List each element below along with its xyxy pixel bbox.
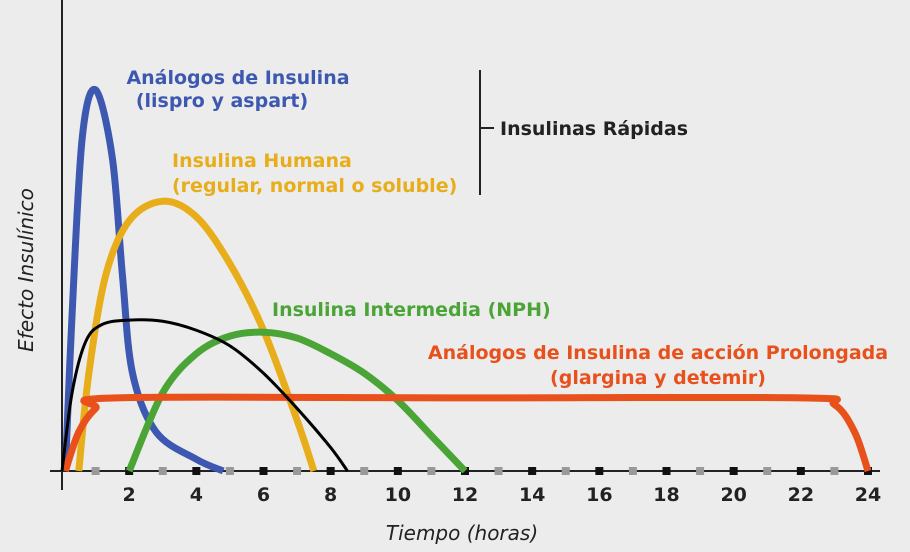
x-tick-label: 6: [257, 484, 270, 506]
bracket-label: Insulinas Rápidas: [500, 118, 688, 140]
x-tick-mark: [696, 467, 705, 475]
x-tick-mark: [192, 467, 201, 475]
x-tick-label: 14: [519, 484, 545, 506]
series-line-0: [61, 85, 225, 475]
x-tick-label: 2: [123, 484, 136, 506]
series-label-nph: Insulina Intermedia (NPH): [272, 299, 551, 321]
series-label-long: Análogos de Insulina de acción Prolongad…: [428, 342, 888, 364]
series-line-1: [75, 197, 318, 473]
x-tick-label: 8: [324, 484, 337, 506]
x-tick-label: 24: [855, 484, 881, 506]
x-tick-mark: [628, 467, 637, 475]
x-tick-mark: [259, 467, 268, 475]
x-tick-mark: [796, 467, 805, 475]
x-tick-mark: [293, 467, 302, 475]
x-tick-mark: [125, 467, 134, 475]
x-tick-label: 12: [452, 484, 478, 506]
series-label-rapid-analogs: Análogos de Insulina: [126, 67, 349, 89]
x-tick-mark: [494, 467, 503, 475]
x-tick-mark: [326, 467, 335, 475]
x-tick-label: 4: [190, 484, 203, 506]
x-tick-label: 10: [385, 484, 411, 506]
x-axis-label: Tiempo (horas): [386, 521, 538, 545]
series-label-human: Insulina Humana: [172, 150, 352, 172]
x-tick-mark: [662, 467, 671, 475]
x-tick-label: 16: [586, 484, 612, 506]
series-line-2: [125, 328, 468, 474]
x-tick-mark: [360, 467, 369, 475]
x-tick-mark: [763, 467, 772, 475]
x-tick-mark: [561, 467, 570, 475]
series-line-3: [62, 393, 872, 473]
x-tick-label: 22: [788, 484, 814, 506]
series-line-4: [60, 318, 349, 472]
series-sub-long: (glargina y detemir): [550, 367, 766, 389]
x-tick-mark: [729, 467, 738, 475]
x-tick-mark: [528, 467, 537, 475]
x-tick-label: 18: [653, 484, 679, 506]
rapid-bracket: Insulinas Rápidas: [479, 70, 688, 195]
y-axis-label: Efecto Insulínico: [14, 188, 38, 352]
series-sub-rapid-analogs: (lispro y aspart): [136, 90, 308, 112]
x-tick-mark: [91, 467, 100, 475]
series-sub-human: (regular, normal o soluble): [172, 175, 457, 197]
x-tick-mark: [158, 467, 167, 475]
x-tick-mark: [393, 467, 402, 475]
x-tick-label: 20: [720, 484, 746, 506]
x-tick-mark: [595, 467, 604, 475]
x-tick-mark: [225, 467, 234, 475]
x-tick-mark: [427, 467, 436, 475]
x-tick-mark: [830, 467, 839, 475]
